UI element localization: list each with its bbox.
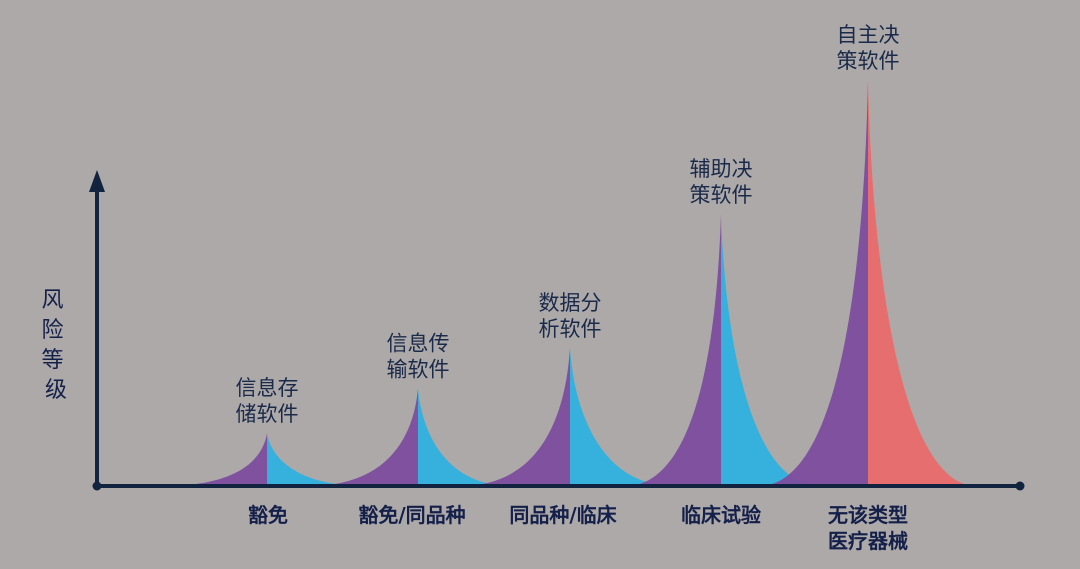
peak-label: 辅助决策软件 [690,157,753,207]
peak-label-line2: 析软件 [539,317,602,341]
peak-left-face [313,388,418,486]
peak-left-face [465,347,570,486]
category-label-line: 临床试验 [681,503,761,527]
category-label: 无该类型医疗器械 [828,503,908,553]
category-label: 豁免/同品种 [358,503,465,527]
y-axis-label-char: 等 [41,348,63,373]
y-axis-label: 风 险 等 级 [41,288,70,403]
peak-label-line1: 自主决 [837,23,900,47]
peak-label-line2: 策软件 [690,183,753,207]
peak-left-face [167,433,267,486]
category-label-line: 无该类型 [828,503,908,527]
peak-label-line2: 储软件 [236,402,299,426]
y-axis-label-char: 风 [41,288,63,313]
peak-left-face [629,213,721,487]
y-axis-label-char: 险 [41,318,63,343]
labels-layer: 信息存储软件豁免信息传输软件豁免/同品种数据分析软件同品种/临床辅助决策软件临床… [236,23,909,553]
category-label: 同品种/临床 [509,503,617,527]
peak-right-face [868,80,973,486]
x-axis-origin-dot [92,481,102,491]
peak-label: 信息传输软件 [387,332,450,382]
category-label: 临床试验 [681,503,761,527]
peak-right-face [721,213,816,487]
category-label-line: 豁免 [248,503,288,527]
category-label-line: 医疗器械 [828,529,908,553]
y-axis-label-char: 级 [45,378,67,403]
category-label-line: 豁免/同品种 [358,503,465,527]
peak-label: 数据分析软件 [539,291,602,341]
peak-label-line1: 辅助决 [690,157,753,181]
peak-left-face [763,80,868,486]
category-label: 豁免 [248,503,288,527]
peaks-layer [167,80,973,487]
peak-right-face [570,347,670,486]
peak-label-line2: 输软件 [387,358,450,382]
peak-label-line1: 数据分 [539,291,602,315]
y-axis-arrow-icon [89,170,105,192]
peak-label: 信息存储软件 [236,376,299,426]
peak-right-face [267,433,362,486]
peak-right-face [418,388,508,486]
category-label-line: 同品种/临床 [509,503,617,527]
peak-label-line1: 信息存 [236,376,299,400]
peak-label-line2: 策软件 [837,49,900,73]
peak-label-line1: 信息传 [387,332,450,356]
peak-label: 自主决策软件 [837,23,900,73]
x-axis-end-dot [1015,481,1025,491]
